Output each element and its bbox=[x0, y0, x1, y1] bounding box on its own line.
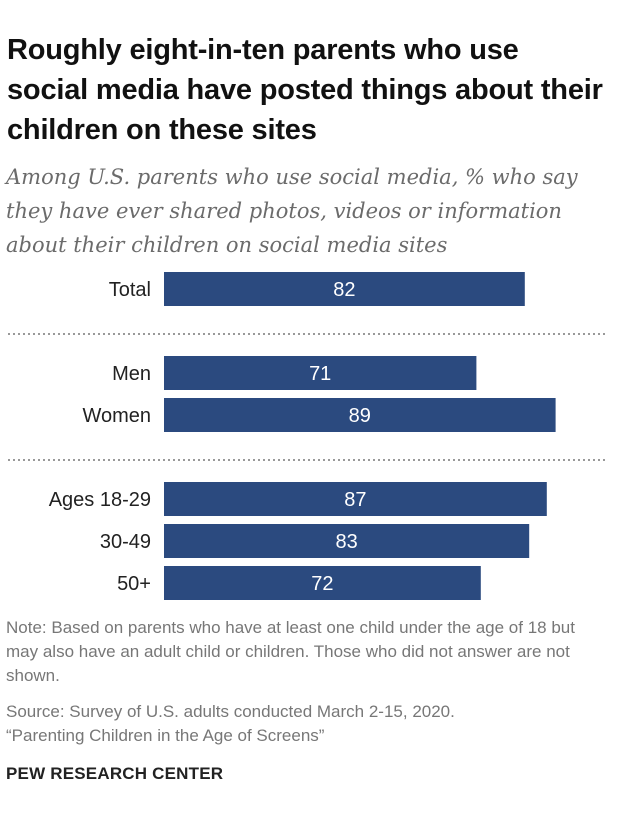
category-label: 30-49 bbox=[100, 531, 151, 553]
bar bbox=[164, 272, 525, 306]
category-label: Men bbox=[112, 363, 151, 385]
bar bbox=[164, 482, 547, 516]
chart-subtitle: Among U.S. parents who use social media,… bbox=[6, 165, 578, 257]
bar-chart: Total 82 Men 71 Women 89 Ages 18-29 87 30-49 83 50… bbox=[8, 272, 606, 600]
bar-value-label: 83 bbox=[335, 531, 357, 553]
source-line: Source: Survey of U.S. adults conducted … bbox=[6, 702, 455, 721]
bar-value-label: 89 bbox=[349, 405, 371, 427]
bar-value-label: 72 bbox=[311, 573, 333, 595]
bar bbox=[164, 566, 481, 600]
bar-value-label: 71 bbox=[309, 363, 331, 385]
category-label: Women bbox=[82, 405, 151, 427]
bar bbox=[164, 356, 477, 390]
bar-value-label: 82 bbox=[333, 279, 355, 301]
report-title: “Parenting Children in the Age of Screen… bbox=[6, 726, 325, 745]
chart-source: Source: Survey of U.S. adults conducted … bbox=[6, 700, 606, 748]
chart-title: Roughly eight-in-ten parents who use soc… bbox=[7, 34, 603, 146]
category-label: Total bbox=[109, 279, 151, 301]
bar bbox=[164, 524, 530, 558]
bar-value-label: 87 bbox=[344, 489, 366, 511]
category-label: Ages 18-29 bbox=[49, 489, 151, 511]
category-label: 50+ bbox=[117, 573, 151, 595]
chart-note: Note: Based on parents who have at least… bbox=[6, 618, 575, 685]
bar bbox=[164, 398, 556, 432]
brand-logo-text: PEW RESEARCH CENTER bbox=[6, 764, 224, 783]
